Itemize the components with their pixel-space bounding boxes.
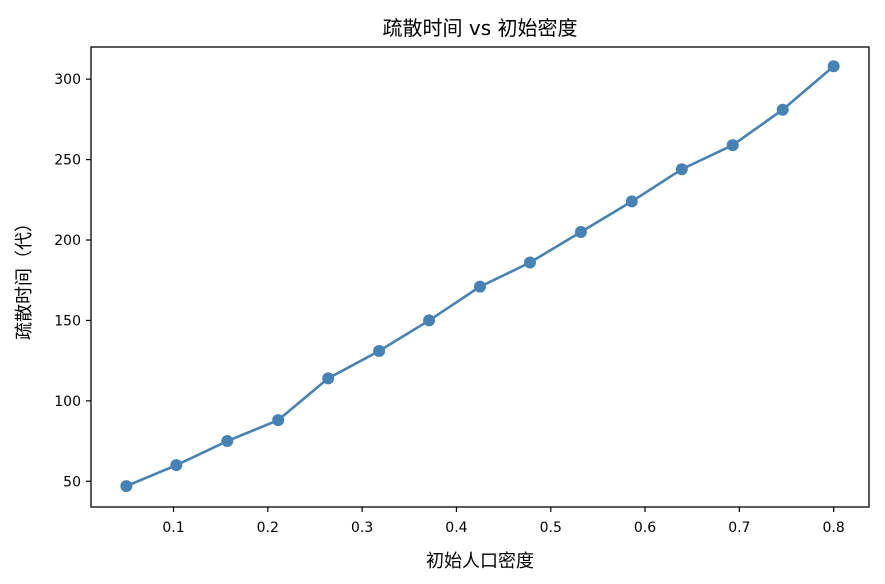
data-point (776, 103, 789, 116)
y-tick-label: 300 (54, 72, 81, 88)
data-point (170, 459, 183, 472)
y-tick-label: 250 (54, 153, 81, 169)
y-axis: 50 100 150 200 250 300 (54, 72, 91, 490)
x-tick-label: 0.2 (257, 520, 279, 536)
x-axis: 0.1 0.2 0.3 0.4 0.5 0.6 0.7 0.8 (162, 507, 845, 536)
series-line (125, 65, 835, 488)
x-tick-label: 0.4 (445, 520, 467, 536)
data-point (120, 480, 133, 493)
chart-title: 疏散时间 vs 初始密度 (383, 16, 578, 40)
data-point (827, 60, 840, 73)
x-tick-label: 0.8 (823, 520, 845, 536)
x-tick-label: 0.5 (540, 520, 562, 536)
x-tick-label: 0.7 (728, 520, 750, 536)
plot-area (90, 46, 870, 508)
data-point (625, 195, 638, 208)
data-point (272, 414, 285, 427)
data-point (221, 435, 234, 448)
x-tick-label: 0.1 (162, 520, 184, 536)
y-tick-label: 200 (54, 233, 81, 249)
data-points (120, 60, 840, 493)
data-point (373, 344, 386, 357)
x-tick-label: 0.3 (351, 520, 373, 536)
x-tick-label: 0.6 (634, 520, 656, 536)
axes-frame (90, 46, 870, 508)
y-axis-label: 疏散时间（代） (14, 214, 35, 340)
y-tick-label: 150 (54, 313, 81, 329)
data-point (474, 280, 486, 293)
data-point (423, 314, 436, 327)
data-point (523, 256, 536, 269)
data-point (675, 163, 688, 176)
y-tick-label: 100 (54, 394, 81, 410)
x-axis-label: 初始人口密度 (426, 551, 534, 572)
y-tick-label: 50 (63, 474, 81, 490)
data-point (574, 225, 587, 238)
data-point (322, 372, 335, 385)
data-point (726, 139, 739, 152)
